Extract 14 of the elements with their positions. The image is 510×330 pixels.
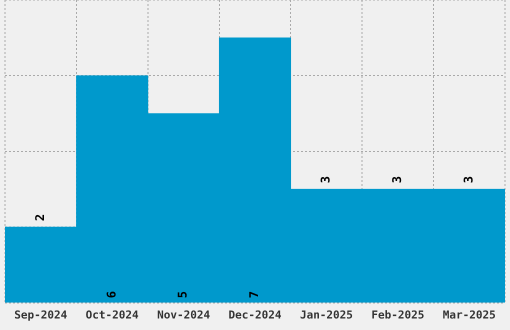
data-label: 3 — [390, 176, 404, 184]
data-label: 5 — [176, 291, 190, 298]
data-label: 2 — [32, 214, 47, 222]
x-tick-label: Nov-2024 — [157, 308, 210, 322]
x-tick-label: Jan-2025 — [300, 308, 353, 322]
data-label: 3 — [318, 176, 333, 184]
data-label: 3 — [461, 176, 476, 184]
x-tick-label: Feb-2025 — [371, 308, 424, 322]
data-label: 6 — [104, 291, 118, 298]
x-tick-label: Oct-2024 — [86, 308, 140, 322]
x-tick-label: Dec-2024 — [228, 308, 282, 322]
x-tick-label: Mar-2025 — [442, 308, 496, 322]
x-tick-label: Sep-2024 — [14, 308, 68, 322]
data-label: 7 — [247, 291, 262, 298]
